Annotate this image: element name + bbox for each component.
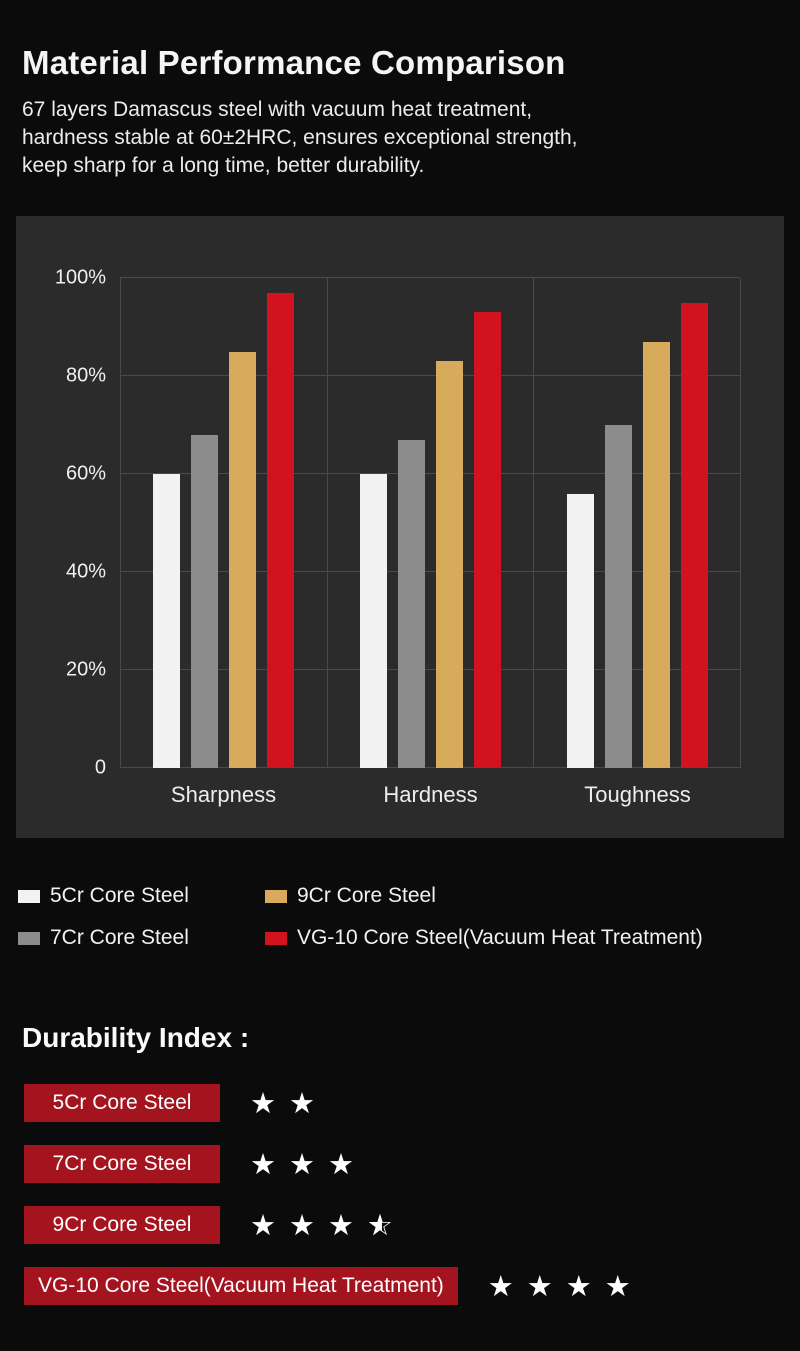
y-tick-label: 40% (65, 560, 106, 583)
star-icon: ★ (487, 1268, 514, 1303)
legend-label: 7Cr Core Steel (50, 926, 189, 949)
durability-row: 9Cr Core Steel ★ ★ ★ ☆ ★ (24, 1206, 776, 1244)
y-tick-label: 100% (54, 266, 106, 289)
subtitle: 67 layers Damascus steel with vacuum hea… (22, 96, 800, 180)
bar-vg-10-toughness (680, 302, 708, 768)
legend-label: 9Cr Core Steel (297, 884, 436, 907)
legend-swatch-icon (18, 931, 40, 945)
bar-vg-10-hardness (474, 312, 501, 768)
durability-badge: 7Cr Core Steel (24, 1145, 220, 1183)
subtitle-line-3: keep sharp for a long time, better durab… (22, 154, 425, 177)
bar-9cr-sharpness (229, 351, 257, 768)
star-icon: ★ (289, 1207, 315, 1242)
chart-column-hardness (326, 278, 534, 768)
durability-row: VG-10 Core Steel(Vacuum Heat Treatment) ★… (24, 1267, 776, 1305)
star-rating: ★ ★ ★ ☆ ★ (250, 1207, 393, 1242)
legend-item: 7Cr Core Steel (18, 926, 265, 950)
durability-heading: Durability Index : (22, 1022, 250, 1053)
bar-vg-10-sharpness (267, 292, 295, 768)
star-icon: ★ (250, 1146, 276, 1181)
star-icon: ★ (604, 1268, 631, 1303)
star-rating: ★ ★ ★ (250, 1146, 354, 1181)
durability-badge: VG-10 Core Steel(Vacuum Heat Treatment) (24, 1267, 458, 1305)
durability-row: 7Cr Core Steel ★ ★ ★ (24, 1145, 776, 1183)
chart-column-sharpness (120, 278, 327, 768)
bar-9cr-toughness (642, 341, 670, 768)
legend-label: 5Cr Core Steel (50, 884, 189, 907)
gridline (120, 473, 740, 474)
bar-7cr-sharpness (191, 434, 219, 768)
gridline (120, 571, 740, 572)
star-icon: ★ (565, 1268, 592, 1303)
bar-9cr-hardness (436, 361, 463, 768)
x-axis-label-toughness: Toughness (584, 782, 691, 807)
durability-table: 5Cr Core Steel ★ ★ 7Cr Core Steel ★ ★ ★ 9Cr Cor… (24, 1084, 776, 1305)
star-icon: ★ (289, 1146, 315, 1181)
durability-badge: 5Cr Core Steel (24, 1084, 220, 1122)
x-axis-label-hardness: Hardness (383, 782, 478, 807)
legend-item: VG-10 Core Steel(Vacuum Heat Treatment) (265, 926, 800, 950)
star-rating: ★ ★ ★ ★ (487, 1268, 631, 1303)
star-rating: ★ ★ (250, 1085, 315, 1120)
bar-5cr-sharpness (153, 474, 181, 768)
bar-chart: 0 20% 40% 60% 80% 100% (16, 267, 741, 779)
chart-legend: 5Cr Core Steel 9Cr Core Steel 7Cr Core Ste… (18, 884, 800, 950)
chart-column-toughness (533, 278, 740, 768)
x-axis: Sharpness Hardness Toughness (120, 768, 741, 808)
bar-5cr-hardness (360, 474, 387, 768)
subtitle-line-1: 67 layers Damascus steel with vacuum hea… (22, 98, 533, 121)
star-icon: ★ (289, 1085, 315, 1120)
star-icon: ★ (250, 1085, 276, 1120)
page-title: Material Performance Comparison (22, 44, 566, 81)
subtitle-line-2: hardness stable at 60±2HRC, ensures exce… (22, 126, 578, 149)
bar-7cr-toughness (604, 425, 632, 768)
legend-swatch-icon (265, 889, 287, 903)
legend-item: 9Cr Core Steel (265, 884, 800, 908)
bar-7cr-hardness (398, 439, 425, 768)
y-tick-label: 20% (65, 658, 106, 681)
durability-row: 5Cr Core Steel ★ ★ (24, 1084, 776, 1122)
plot-area (120, 277, 741, 768)
legend-label: VG-10 Core Steel(Vacuum Heat Treatment) (297, 926, 703, 949)
gridline (120, 767, 740, 768)
legend-swatch-icon (265, 931, 287, 945)
legend-swatch-icon (18, 889, 40, 903)
star-icon: ★ (328, 1146, 354, 1181)
gridline (120, 669, 740, 670)
y-tick-label: 80% (65, 364, 106, 387)
x-axis-label-sharpness: Sharpness (170, 782, 277, 807)
bar-5cr-toughness (566, 493, 594, 768)
y-tick-label: 0 (94, 756, 106, 779)
star-icon: ★ (250, 1207, 276, 1242)
star-icon: ★ (328, 1207, 354, 1242)
gridline (120, 277, 740, 278)
y-tick-label: 60% (65, 462, 106, 485)
legend-item: 5Cr Core Steel (18, 884, 265, 908)
star-icon: ★ (526, 1268, 553, 1303)
gridline (120, 375, 740, 376)
y-axis: 0 20% 40% 60% 80% 100% (16, 267, 120, 779)
chart-panel: 0 20% 40% 60% 80% 100% Sharpness Hardness Tough… (16, 216, 784, 838)
durability-badge: 9Cr Core Steel (24, 1206, 220, 1244)
half-star-icon: ☆ ★ (367, 1207, 393, 1242)
